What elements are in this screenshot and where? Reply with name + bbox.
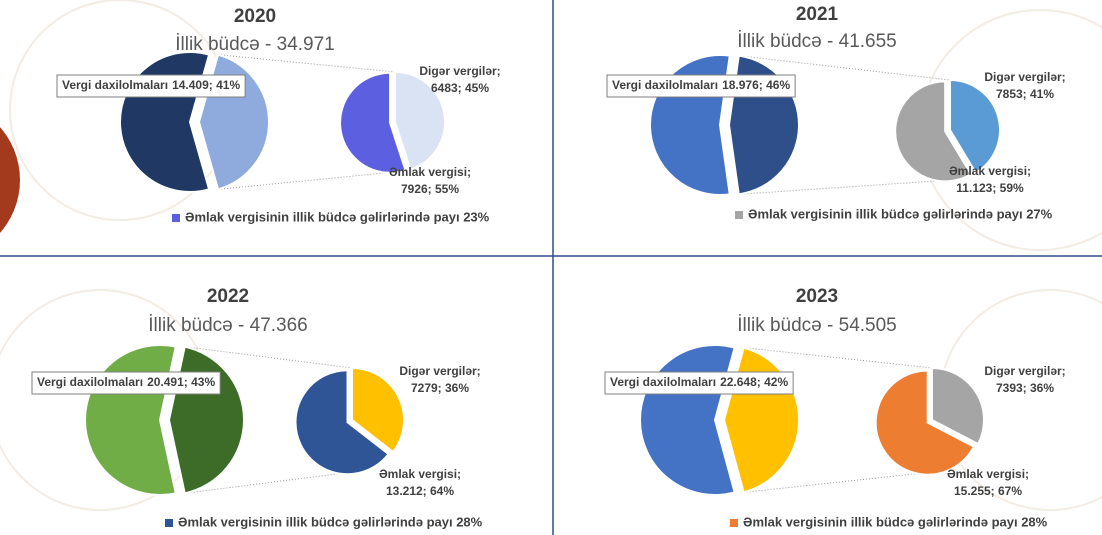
data-label: Vergi daxilolmaları 20.491; 43% [32, 372, 220, 394]
data-label-text: Vergi daxilolmaları 20.491; 43% [37, 375, 215, 389]
category-label: Digər vergilər; [984, 70, 1065, 84]
pie-slice [640, 345, 735, 495]
category-label: Əmlak vergisi; [949, 164, 1031, 178]
legend-text: Əmlak vergisinin illik büdcə gəlirlərind… [185, 209, 490, 224]
value-label: 20.491; 43% [147, 375, 215, 389]
data-label-text: Vergi daxilolmaları 18.976; 46% [612, 78, 790, 92]
legend-text: Əmlak vergisinin illik büdcə gəlirlərind… [748, 206, 1053, 221]
value-label: 22.648; 42% [720, 375, 788, 389]
chart-title: 2020 [234, 6, 276, 27]
value-label: 15.255; 67% [954, 484, 1022, 498]
legend-text: Əmlak vergisinin illik büdcə gəlirlərind… [178, 514, 483, 529]
legend-swatch [730, 519, 738, 527]
value-label: 13.212; 64% [386, 484, 454, 498]
pie-slice [724, 348, 799, 493]
pie-slice [85, 345, 176, 495]
value-label: 7853; 41% [996, 87, 1054, 101]
legend-text: Əmlak vergisinin illik büdcə gəlirlərind… [743, 514, 1048, 529]
data-label: Vergi daxilolmaları 22.648; 42% [605, 372, 793, 394]
category-label: Vergi daxilolmaları [37, 375, 143, 389]
chart-title: 2023 [796, 286, 838, 307]
data-label: Vergi daxilolmaları 18.976; 46% [607, 75, 795, 97]
category-label: Vergi daxilolmaları [62, 78, 168, 92]
value-label: 7393; 36% [996, 381, 1054, 395]
category-label: Əmlak vergisi; [379, 467, 461, 481]
category-label: Digər vergilər; [399, 364, 480, 378]
chart-subtitle: İllik büdcə - 54.505 [737, 315, 897, 336]
category-label: Vergi daxilolmaları [612, 78, 718, 92]
chart-title: 2022 [207, 286, 249, 307]
category-label: Əmlak vergisi; [389, 165, 471, 179]
data-label-text: Vergi daxilolmaları 14.409; 41% [62, 78, 240, 92]
dashboard: 2020İllik büdcə - 34.971Vergi daxilolmal… [0, 0, 1102, 535]
legend-swatch [172, 214, 180, 222]
legend-swatch [735, 211, 743, 219]
legend-swatch [165, 519, 173, 527]
value-label: 6483; 45% [431, 81, 489, 95]
data-label-text: Vergi daxilolmaları 22.648; 42% [610, 375, 788, 389]
category-label: Digər vergilər; [419, 64, 500, 78]
chart-subtitle: İllik büdcə - 47.366 [148, 315, 308, 336]
value-label: 18.976; 46% [722, 78, 790, 92]
value-label: 7279; 36% [411, 381, 469, 395]
chart-title: 2021 [796, 4, 839, 25]
category-label: Əmlak vergisi; [947, 467, 1029, 481]
value-label: 7926; 55% [401, 182, 459, 196]
pie-slice [120, 52, 209, 192]
category-label: Digər vergilər; [984, 364, 1065, 378]
data-label: Vergi daxilolmaları 14.409; 41% [57, 75, 245, 97]
pie-slice [169, 347, 244, 494]
chart-subtitle: İllik büdcə - 41.655 [737, 31, 897, 52]
value-label: 11.123; 59% [956, 181, 1024, 195]
category-label: Vergi daxilolmaları [610, 375, 716, 389]
value-label: 14.409; 41% [172, 78, 240, 92]
